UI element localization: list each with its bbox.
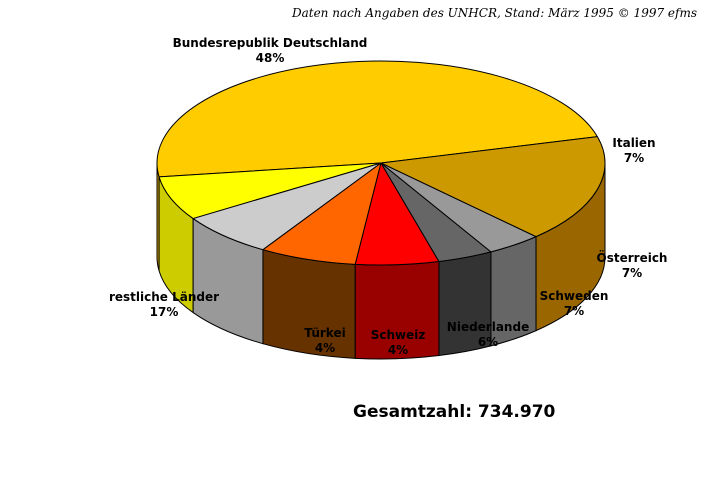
slice-percent: 48% bbox=[255, 51, 285, 65]
slice-bundesrepublik-deutschland bbox=[156, 60, 598, 178]
slice-label-deutschland: Bundesrepublik Deutschland 48% bbox=[150, 36, 390, 66]
pie-sides bbox=[156, 162, 606, 360]
slice-name: restliche Länder bbox=[108, 290, 220, 304]
slice-name: Schweiz bbox=[370, 328, 426, 342]
slice-percent: 6% bbox=[477, 335, 499, 349]
slice-label-tuerkei: Türkei 4% bbox=[290, 326, 360, 356]
slice-label-italien: Italien 7% bbox=[594, 136, 674, 166]
slice-restliche-lander bbox=[380, 136, 606, 238]
slice-label-schweden: Schweden 7% bbox=[534, 289, 614, 319]
slice-percent: 7% bbox=[563, 304, 585, 318]
slice-percent: 4% bbox=[387, 343, 409, 357]
slice-percent: 7% bbox=[621, 266, 643, 280]
slice-percent: 7% bbox=[623, 151, 645, 165]
slice-percent: 17% bbox=[149, 305, 179, 319]
slice-label-niederlande: Niederlande 6% bbox=[438, 320, 538, 350]
slice-name: Niederlande bbox=[446, 320, 530, 334]
slice-label-schweiz: Schweiz 4% bbox=[358, 328, 438, 358]
slice-name: Italien bbox=[612, 136, 656, 150]
total-count: Gesamtzahl: 734.970 bbox=[353, 402, 556, 422]
slice-label-restliche-laender: restliche Länder 17% bbox=[94, 290, 234, 320]
slice-percent: 4% bbox=[314, 341, 336, 355]
slice-name: Türkei bbox=[304, 326, 346, 340]
slice-name: Bundesrepublik Deutschland bbox=[172, 36, 368, 50]
slice-label-oesterreich: Österreich 7% bbox=[592, 251, 672, 281]
slice-name: Österreich bbox=[596, 251, 668, 265]
slice-name: Schweden bbox=[539, 289, 609, 303]
pie-tops bbox=[156, 60, 606, 266]
source-note: Daten nach Angaben des UNHCR, Stand: Mär… bbox=[291, 6, 697, 20]
